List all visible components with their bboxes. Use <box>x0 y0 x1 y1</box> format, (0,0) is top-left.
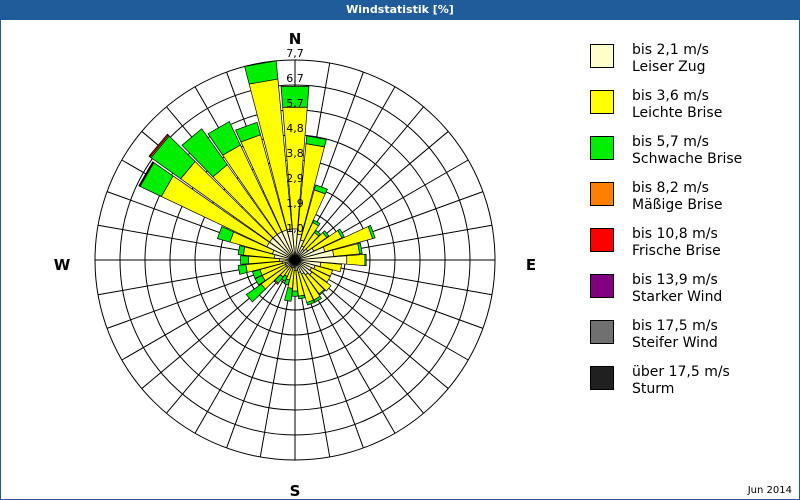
legend-swatch <box>590 228 614 252</box>
legend-range: bis 17,5 m/s <box>632 318 718 334</box>
bar-60-series-2 <box>337 228 345 239</box>
ring-label: 1,9 <box>286 197 304 210</box>
legend-description: Steifer Wind <box>632 335 718 351</box>
bar-110-series-1 <box>313 265 334 277</box>
bar-200-series-2 <box>283 278 290 286</box>
legend-swatch <box>590 366 614 390</box>
bar-240-series-2 <box>254 275 266 286</box>
bar-130-series-1 <box>309 271 332 292</box>
ring-label: 3,8 <box>286 147 304 160</box>
legend-label: bis 3,6 m/s Leichte Brise <box>632 88 722 122</box>
bar-250-series-2 <box>251 269 263 279</box>
bar-160-series-2 <box>306 299 315 306</box>
bar-150-series-2 <box>313 295 323 303</box>
legend-description: Starker Wind <box>632 289 723 305</box>
bar-280-series-2 <box>237 245 246 256</box>
bar-290-series-2 <box>216 226 235 243</box>
legend-range: bis 13,9 m/s <box>632 272 718 288</box>
ring-label: 5,7 <box>286 97 304 110</box>
legend-range: über 17,5 m/s <box>632 364 730 380</box>
grid-spoke <box>226 259 296 449</box>
legend-description: Sturm <box>632 381 675 397</box>
grid-spoke <box>166 259 296 414</box>
ring-label: 2,9 <box>286 172 304 185</box>
legend-range: bis 10,8 m/s <box>632 226 718 242</box>
bar-70-series-2 <box>367 224 376 240</box>
legend-range: bis 3,6 m/s <box>632 88 709 104</box>
legend-description: Frische Brise <box>632 243 721 259</box>
bar-170-series-2 <box>298 294 306 300</box>
legend-swatch <box>590 136 614 160</box>
compass-label-N: N <box>289 30 302 48</box>
period-label: Jun 2014 <box>747 485 792 496</box>
bar-340-series-2 <box>235 121 261 143</box>
legend-label: bis 17,5 m/s Steifer Wind <box>632 318 718 352</box>
bar-10-series-2 <box>305 135 327 148</box>
legend-label: bis 10,8 m/s Frische Brise <box>632 226 721 260</box>
bar-90-series-2 <box>364 253 367 267</box>
grid-spoke <box>194 259 296 434</box>
legend-label: bis 5,7 m/s Schwache Brise <box>632 134 742 168</box>
bar-300-series-4 <box>138 161 154 187</box>
legend-range: bis 2,1 m/s <box>632 42 709 58</box>
bar-310-series-4 <box>148 133 169 158</box>
legend-range: bis 8,2 m/s <box>632 180 709 196</box>
chart-title: Windstatistik [%] <box>0 0 800 20</box>
bar-330-series-2 <box>207 121 241 156</box>
bar-30-series-2 <box>312 219 321 227</box>
legend-description: Leichte Brise <box>632 105 723 121</box>
legend-description: Leiser Zug <box>632 59 706 75</box>
bar-350-series-2 <box>244 60 279 85</box>
ring-label: 6,7 <box>286 72 304 85</box>
ring-label: 1,0 <box>286 222 304 235</box>
legend-label: über 17,5 m/s Sturm <box>632 364 730 398</box>
legend-range: bis 5,7 m/s <box>632 134 709 150</box>
ring-label: 4,8 <box>286 122 304 135</box>
legend-description: Schwache Brise <box>632 151 743 167</box>
compass-label-E: E <box>526 256 536 274</box>
legend-swatch <box>590 90 614 114</box>
bar-0-series-2 <box>280 86 310 108</box>
bar-80-series-2 <box>357 242 363 255</box>
bar-230-series-2 <box>245 283 266 303</box>
bar-20-series-2 <box>313 184 328 195</box>
bar-140-series-2 <box>318 289 326 296</box>
bar-270-series-2 <box>240 255 249 265</box>
legend-swatch <box>590 182 614 206</box>
bar-220-series-3 <box>273 279 279 285</box>
legend-description: Mäßige Brise <box>632 197 723 213</box>
legend-swatch <box>590 320 614 344</box>
legend-swatch <box>590 274 614 298</box>
bar-190-series-2 <box>284 287 293 302</box>
compass-label-W: W <box>54 256 71 274</box>
bar-40-series-2 <box>314 229 322 237</box>
compass-label-S: S <box>290 482 301 500</box>
center-dot <box>290 255 300 265</box>
wind-rose: 1,0 1,9 2,9 3,8 4,8 5,7 6,7 7,7N S W E <box>54 30 536 500</box>
bar-50-series-2 <box>322 230 330 238</box>
bar-260-series-2 <box>237 264 248 275</box>
legend-label: bis 8,2 m/s Mäßige Brise <box>632 180 722 214</box>
ring-label: 7,7 <box>286 47 304 60</box>
bar-90-series-1 <box>346 253 366 267</box>
legend-label: bis 2,1 m/s Leiser Zug <box>632 42 709 76</box>
bar-120-series-1 <box>309 267 331 283</box>
bar-180-series-2 <box>291 290 299 297</box>
bar-320-series-2 <box>181 128 228 178</box>
legend-label: bis 13,9 m/s Starker Wind <box>632 272 722 306</box>
legend-swatch <box>590 44 614 68</box>
bar-100-series-1 <box>319 262 342 273</box>
